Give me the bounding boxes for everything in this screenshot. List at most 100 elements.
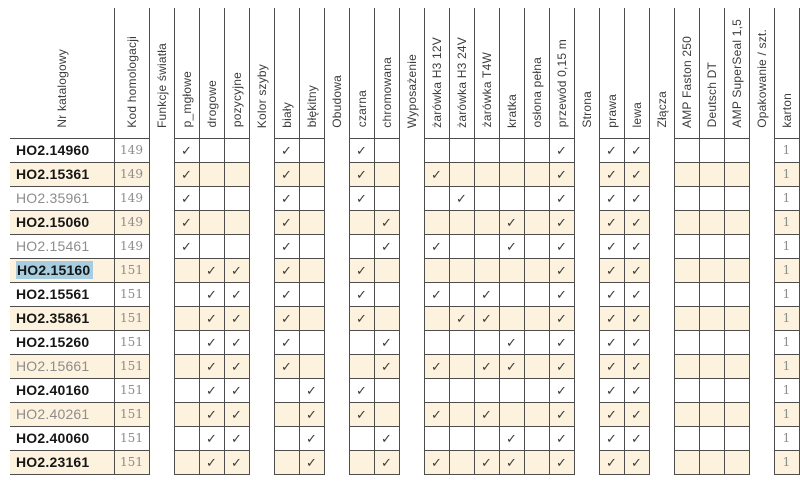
empty-cell (173, 257, 200, 283)
group-spacer-opakowanie (749, 426, 774, 450)
group-spacer-funkcje (149, 426, 174, 450)
carton-quantity: 1 (773, 377, 800, 403)
group-spacer-opakowanie (749, 210, 774, 234)
empty-cell (723, 401, 750, 427)
empty-cell (473, 209, 500, 235)
checkmark-icon: ✓ (548, 161, 575, 187)
empty-cell (673, 305, 700, 331)
empty-cell (698, 305, 725, 331)
checkmark-icon: ✓ (598, 353, 625, 379)
empty-cell (298, 353, 325, 379)
group-spacer-opakowanie (749, 306, 774, 330)
empty-cell (448, 401, 475, 427)
checkmark-icon: ✓ (548, 377, 575, 403)
empty-cell (473, 329, 500, 355)
checkmark-icon: ✓ (598, 377, 625, 403)
empty-cell (698, 233, 725, 259)
empty-cell (298, 305, 325, 331)
empty-cell (723, 161, 750, 187)
checkmark-icon: ✓ (598, 281, 625, 307)
empty-cell (698, 449, 725, 475)
group-spacer-kolor_szyby (249, 450, 274, 474)
checkmark-icon: ✓ (298, 425, 325, 451)
homologation-code: 151 (113, 353, 150, 379)
group-spacer-zlacza (649, 210, 674, 234)
empty-cell (723, 329, 750, 355)
empty-cell (448, 377, 475, 403)
group-spacer-strona (574, 378, 599, 402)
group-spacer-strona (574, 402, 599, 426)
group-spacer-opakowanie (749, 330, 774, 354)
highlighted-code: HO2.15160 (16, 261, 94, 279)
checkmark-icon: ✓ (548, 401, 575, 427)
empty-cell (523, 425, 550, 451)
empty-cell (723, 137, 750, 163)
empty-cell (498, 377, 525, 403)
table-row: HO2.15160 151 ✓ ✓ ✓ ✓ ✓ ✓ ✓ 1 (10, 257, 800, 283)
empty-cell (673, 257, 700, 283)
checkmark-icon: ✓ (173, 209, 200, 235)
empty-cell (223, 161, 250, 187)
empty-cell (698, 161, 725, 187)
group-spacer-kolor_szyby (249, 186, 274, 210)
homologation-code: 151 (113, 329, 150, 355)
empty-cell (523, 161, 550, 187)
checkmark-icon: ✓ (598, 401, 625, 427)
homologation-code: 151 (113, 425, 150, 451)
table-row: HO2.15561 151 ✓ ✓ ✓ ✓ ✓ ✓ ✓ ✓ ✓ 1 (10, 281, 800, 307)
group-spacer-opakowanie (749, 234, 774, 258)
column-header-lewa: lewa (623, 8, 650, 139)
empty-cell (223, 185, 250, 211)
column-header-amp_faston_250: AMP Faston 250 (673, 8, 700, 139)
checkmark-icon: ✓ (548, 425, 575, 451)
column-label: AMP Faston 250 (679, 35, 694, 128)
empty-cell (473, 425, 500, 451)
group-spacer-zlacza (649, 426, 674, 450)
column-label: Strona (579, 91, 594, 128)
group-spacer-funkcje (149, 306, 174, 330)
group-spacer-zlacza (649, 306, 674, 330)
column-label: Kolor szyby (254, 63, 269, 128)
empty-cell (673, 281, 700, 307)
checkmark-icon: ✓ (548, 185, 575, 211)
empty-cell (673, 425, 700, 451)
checkmark-icon: ✓ (623, 377, 650, 403)
empty-cell (198, 233, 225, 259)
group-spacer-funkcje (149, 162, 174, 186)
carton-quantity: 1 (773, 329, 800, 355)
checkmark-icon: ✓ (498, 449, 525, 475)
checkmark-icon: ✓ (548, 353, 575, 379)
checkmark-icon: ✓ (423, 449, 450, 475)
checkmark-icon: ✓ (623, 329, 650, 355)
checkmark-icon: ✓ (198, 281, 225, 307)
carton-quantity: 1 (773, 185, 800, 211)
empty-cell (723, 281, 750, 307)
group-spacer-zlacza (649, 258, 674, 282)
empty-cell (673, 233, 700, 259)
empty-cell (723, 425, 750, 451)
empty-cell (498, 401, 525, 427)
column-label: Deutsch DT (704, 62, 719, 128)
group-spacer-kolor_szyby (249, 282, 274, 306)
column-label: przewód 0,15 m (554, 39, 569, 128)
group-spacer-zlacza (649, 234, 674, 258)
table-row: HO2.35861 151 ✓ ✓ ✓ ✓ ✓ ✓ ✓ ✓ ✓ 1 (10, 305, 800, 331)
group-spacer-funkcje (149, 330, 174, 354)
empty-cell (673, 353, 700, 379)
column-header-deutsch_dt: Deutsch DT (698, 8, 725, 139)
row-code: HO2.40060 (10, 425, 115, 451)
column-header-amp_superseal: AMP SuperSeal 1,5 (723, 8, 750, 139)
checkmark-icon: ✓ (348, 257, 375, 283)
empty-cell (673, 209, 700, 235)
empty-cell (273, 377, 300, 403)
empty-cell (423, 257, 450, 283)
checkmark-icon: ✓ (298, 377, 325, 403)
group-spacer-strona (574, 330, 599, 354)
group-spacer-wyposazenie (399, 330, 424, 354)
empty-cell (373, 137, 400, 163)
empty-cell (373, 401, 400, 427)
group-spacer-wyposazenie (399, 378, 424, 402)
checkmark-icon: ✓ (373, 353, 400, 379)
checkmark-icon: ✓ (423, 161, 450, 187)
group-spacer-opakowanie (749, 282, 774, 306)
